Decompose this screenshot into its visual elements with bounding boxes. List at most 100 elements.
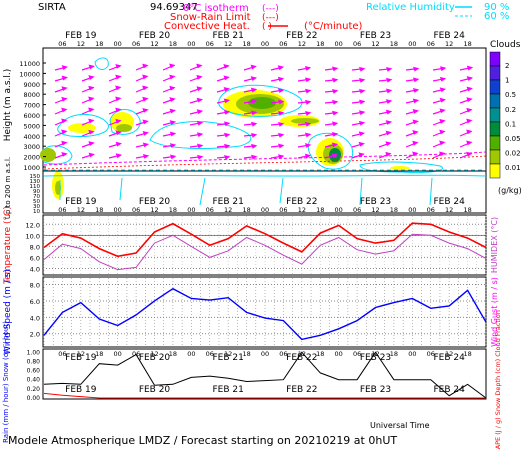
wind-arrow-head	[61, 96, 68, 102]
wind-arrow-head	[439, 129, 446, 135]
hour-tick-label: 18	[390, 206, 398, 214]
wind-arrow-head	[304, 143, 312, 148]
wind-arrow-head	[142, 74, 149, 80]
hour-tick-label: 00	[261, 206, 269, 214]
day-label: FEB 23	[360, 197, 391, 207]
colorbar-unit: (g/kg)	[498, 186, 522, 195]
hour-tick-label: 06	[206, 350, 214, 358]
hour-tick-label: 06	[206, 40, 214, 48]
cloud-blobs	[40, 90, 410, 199]
hour-tick-label: 18	[463, 206, 471, 214]
temp-ylabel: Temperature (°C)	[3, 206, 13, 285]
wind-arrow-head	[169, 143, 177, 148]
wind-tick-label: 2.0	[30, 331, 40, 339]
wind-arrow-head	[412, 130, 419, 135]
hour-tick-label: 12	[77, 350, 85, 358]
wind-arrow-head	[169, 108, 176, 114]
temp-tick-label: 10.0	[26, 232, 40, 240]
wind-arrow-head	[251, 154, 258, 160]
legend-rh-60: 60 %	[484, 11, 509, 22]
height-tick-label: 4000	[23, 133, 40, 141]
day-label: FEB 19	[65, 353, 97, 363]
wind-arrow-head	[385, 141, 392, 146]
wind-arrow-head	[224, 132, 231, 138]
wind-arrow-head	[196, 143, 204, 149]
wind-arrow-head	[332, 110, 339, 116]
wind-arrow-head	[115, 63, 122, 69]
low-height-tick-label: 50	[33, 199, 40, 205]
wind-arrow-head	[224, 154, 231, 160]
wind-arrow-head	[466, 107, 473, 113]
wind-arrow-head	[142, 119, 149, 125]
day-label: FEB 20	[139, 385, 171, 395]
wind-arrow-head	[88, 129, 95, 135]
hour-tick-label: 00	[114, 206, 122, 214]
day-label: FEB 20	[139, 353, 171, 363]
wind-tick-label: 8.0	[30, 282, 40, 290]
hour-tick-label: 06	[427, 40, 435, 48]
hour-tick-label: 18	[463, 350, 471, 358]
wind-arrow-head	[169, 63, 176, 69]
hour-tick-label: 00	[261, 350, 269, 358]
precip-tick-label: 1.00	[27, 349, 41, 356]
legend-rh-90: 90 %	[484, 2, 509, 13]
hour-tick-label: 06	[353, 350, 361, 358]
wind-arrow-head	[385, 109, 393, 115]
precip-ylabel-right: CAPE (J / g) Snow Depth (cm) Cloud Fract…	[494, 310, 502, 450]
isotherm-line	[43, 151, 487, 166]
temp-tick-label: 12.0	[26, 221, 40, 229]
wind-arrow-head	[277, 99, 285, 105]
wind-arrow-head	[115, 153, 123, 159]
wind-arrow-head	[88, 118, 95, 124]
wind-arrow-head	[250, 99, 258, 104]
x-axis-title: Universal Time	[370, 421, 430, 430]
wind-arrow-head	[386, 66, 393, 72]
wind-arrow-head	[115, 85, 122, 91]
wind-arrow-head	[412, 88, 420, 93]
wind-arrow-head	[331, 132, 339, 137]
wind-arrow-head	[88, 96, 95, 102]
wind-arrow-head	[169, 131, 177, 137]
height-tick-label: 5000	[23, 122, 40, 130]
hour-tick-label: 18	[390, 350, 398, 358]
wind-arrow-head	[304, 77, 312, 83]
wind-arrow-head	[358, 141, 365, 147]
wind-tick-label: 4.0	[30, 314, 40, 322]
hour-tick-label: 12	[371, 350, 379, 358]
precip-tick-label: 0.00	[27, 395, 41, 402]
height-tick-label: 7000	[23, 102, 40, 110]
cloud-ylabel-low: Up to 200 m a.s.l.	[4, 157, 12, 219]
wind-arrow-head	[358, 152, 365, 158]
wind-arrow-head	[277, 154, 285, 160]
wind-arrow-head	[142, 85, 149, 91]
wind-arrow-head	[331, 152, 339, 158]
hour-tick-label: 06	[353, 40, 361, 48]
wind-arrow-head	[332, 99, 339, 105]
hour-tick-label: 00	[114, 40, 122, 48]
wind-arrow-head	[359, 88, 366, 94]
hour-tick-label: 00	[187, 350, 195, 358]
wind-arrow-head	[386, 77, 393, 83]
height-tick-label: 1000	[23, 164, 40, 172]
day-label: FEB 21	[212, 31, 243, 41]
colorbar-swatch	[489, 121, 501, 137]
wind-arrow-head	[304, 65, 312, 71]
wind-arrow-head	[304, 153, 312, 159]
colorbar-swatch	[489, 149, 501, 165]
hour-tick-label: 12	[445, 40, 453, 48]
hour-tick-label: 06	[279, 40, 287, 48]
wind-arrow-head	[359, 77, 366, 83]
wind-arrow-head	[439, 108, 446, 114]
day-label: FEB 22	[286, 197, 317, 207]
precip-tick-label: 0.20	[27, 386, 41, 393]
hour-tick-label: 00	[261, 40, 269, 48]
hour-tick-label: 06	[58, 350, 66, 358]
hour-tick-label: 12	[445, 350, 453, 358]
hour-tick-label: 06	[132, 206, 140, 214]
wind-arrow-head	[88, 152, 95, 158]
hour-tick-label: 06	[353, 206, 361, 214]
wind-arrow-head	[169, 74, 176, 80]
wind-arrow-head	[61, 118, 68, 124]
colorbar-swatch	[489, 79, 501, 95]
